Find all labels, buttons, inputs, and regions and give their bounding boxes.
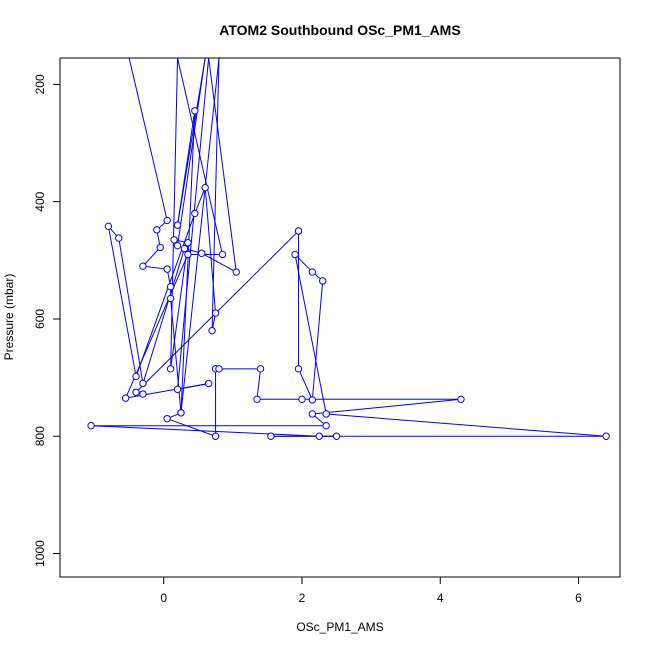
series-segment xyxy=(201,252,237,273)
data-point xyxy=(153,226,161,234)
data-point xyxy=(457,395,465,404)
series-segment xyxy=(298,368,313,401)
data-point xyxy=(201,183,209,192)
data-point xyxy=(177,409,185,417)
data-point xyxy=(204,379,213,388)
series-segment xyxy=(170,298,182,413)
x-axis: 0 2 4 6 xyxy=(160,577,582,605)
series-segment xyxy=(180,58,220,413)
data-point xyxy=(253,395,261,404)
series-segment xyxy=(125,382,209,399)
y-axis-label: Pressure (mbar) xyxy=(2,274,16,361)
x-tick-label: 6 xyxy=(575,591,582,605)
data-point xyxy=(308,268,317,276)
data-point xyxy=(322,421,330,430)
series-segment xyxy=(177,58,206,246)
data-point xyxy=(256,365,265,373)
y-tick-label: 1000 xyxy=(33,540,47,567)
data-point xyxy=(215,365,223,373)
series-segment xyxy=(142,247,161,267)
data-point xyxy=(173,385,182,394)
series-segment xyxy=(294,254,327,415)
series-segment xyxy=(166,418,216,437)
data-point xyxy=(156,243,164,252)
series-segment xyxy=(177,58,210,390)
series-segment xyxy=(204,187,217,314)
x-tick-label: 4 xyxy=(437,591,444,605)
series-segment xyxy=(170,242,189,369)
chart-title: ATOM2 Southbound OSc_PM1_AMS xyxy=(219,22,460,38)
y-tick-label: 600 xyxy=(33,309,47,329)
data-point xyxy=(115,234,123,242)
series-segment xyxy=(177,58,223,255)
y-tick-label: 800 xyxy=(33,426,47,446)
data-point xyxy=(208,326,216,335)
data-point xyxy=(211,432,220,440)
data-point xyxy=(180,244,189,253)
x-tick-label: 2 xyxy=(299,591,306,605)
data-point xyxy=(163,216,171,225)
series-segment xyxy=(194,187,206,214)
data-point xyxy=(163,265,171,273)
data-point xyxy=(332,432,341,440)
y-tick-label: 200 xyxy=(33,74,47,94)
data-point xyxy=(173,241,182,250)
data-point xyxy=(166,294,175,303)
series-segment xyxy=(107,226,137,377)
data-point xyxy=(132,388,140,396)
series-segment xyxy=(118,237,144,384)
series-segment xyxy=(294,254,313,273)
data-point xyxy=(602,432,610,440)
y-axis: 200 400 600 800 1000 xyxy=(33,74,60,567)
data-point xyxy=(319,277,327,285)
data-point xyxy=(294,365,303,373)
data-point xyxy=(166,283,175,291)
data-point xyxy=(104,222,113,231)
series-segment xyxy=(142,248,185,384)
data-point xyxy=(121,394,130,402)
data-point xyxy=(298,395,306,404)
series-segment xyxy=(128,58,168,221)
data-point xyxy=(163,414,171,423)
data-point xyxy=(184,239,192,247)
series-segment xyxy=(180,110,196,413)
data-point xyxy=(173,221,182,229)
x-axis-label: OSc_PM1_AMS xyxy=(296,620,383,634)
series-segment xyxy=(177,110,196,226)
series-segment xyxy=(170,58,179,369)
series-segment xyxy=(311,280,324,400)
data-point xyxy=(139,262,147,270)
data-point xyxy=(308,396,317,404)
plot-frame xyxy=(59,57,621,578)
data-point xyxy=(166,365,175,373)
data-point xyxy=(211,309,220,317)
data-point xyxy=(191,209,199,218)
series-segment xyxy=(326,413,607,437)
data-point xyxy=(267,432,275,440)
data-point xyxy=(294,227,303,235)
x-tick-label: 0 xyxy=(160,591,167,605)
data-point xyxy=(132,372,140,381)
data-point xyxy=(87,421,95,430)
data-point xyxy=(198,249,206,257)
series-segment xyxy=(256,368,261,400)
data-point xyxy=(139,379,147,388)
series-segment xyxy=(91,425,320,437)
data-point xyxy=(170,236,178,244)
data-point xyxy=(308,410,317,418)
series-segment xyxy=(142,265,168,270)
data-point xyxy=(291,250,299,259)
data-point xyxy=(232,268,240,276)
y-tick-label: 400 xyxy=(33,191,47,211)
data-point xyxy=(139,390,147,398)
series-segment xyxy=(208,58,237,273)
data-point xyxy=(218,250,227,259)
data-point xyxy=(191,107,199,115)
series-segment xyxy=(312,398,462,415)
plot-area xyxy=(87,58,610,440)
data-point xyxy=(322,410,330,418)
data-point xyxy=(315,432,323,440)
data-point xyxy=(184,250,192,259)
